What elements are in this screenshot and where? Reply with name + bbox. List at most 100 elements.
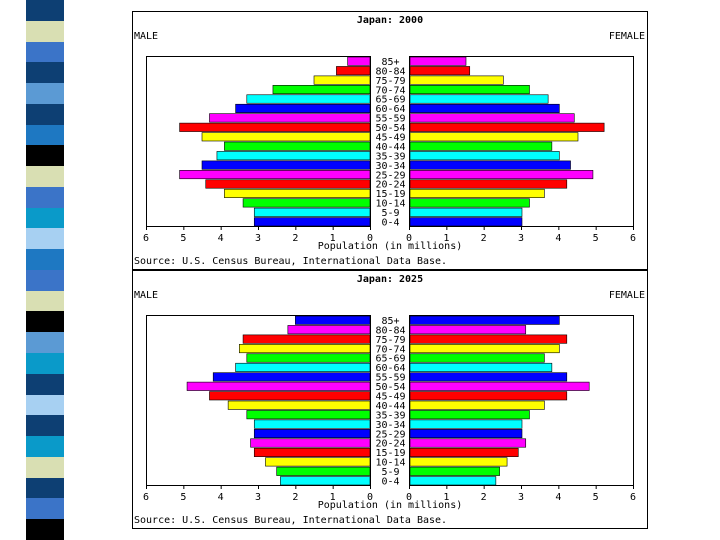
strip-block	[26, 103, 64, 125]
female-bar	[409, 419, 523, 429]
female-bar	[409, 362, 553, 372]
female-bar	[409, 381, 590, 391]
female-bar	[409, 217, 523, 227]
male-bar	[201, 160, 371, 170]
x-tick-label: 0	[367, 492, 373, 503]
female-bar	[409, 198, 530, 208]
female-bar	[409, 410, 530, 420]
age-group-label: 20-24	[375, 180, 405, 191]
male-bar	[201, 132, 371, 142]
x-axis-label: Population (in millions)	[317, 241, 463, 252]
male-bar	[209, 391, 371, 401]
strip-block	[26, 145, 64, 167]
male-bar	[280, 476, 371, 486]
male-bar	[224, 188, 371, 198]
x-tick-label: 4	[218, 233, 224, 244]
pyramid-chart-2025: 85+80-8475-7970-7465-6960-6455-5950-5445…	[143, 315, 636, 503]
strip-block	[26, 228, 64, 250]
female-bar	[409, 75, 504, 85]
x-tick-label: 2	[481, 492, 487, 503]
female-bar	[409, 400, 545, 410]
x-tick-label: 2	[292, 233, 298, 244]
female-bar	[409, 188, 545, 198]
male-bar	[216, 151, 371, 161]
male-bar	[179, 122, 371, 132]
age-group-label: 15-19	[375, 448, 405, 459]
female-bar	[409, 391, 568, 401]
x-tick-label: 3	[255, 492, 261, 503]
age-group-label: 45-49	[375, 133, 405, 144]
male-bar	[295, 315, 371, 325]
male-bar	[186, 381, 371, 391]
female-bar	[409, 353, 545, 363]
female-bar	[409, 207, 523, 217]
male-bar	[209, 113, 371, 123]
x-tick-label: 4	[555, 492, 561, 503]
female-bar	[409, 113, 575, 123]
male-bar	[212, 372, 371, 382]
female-label: FEMALE	[608, 31, 645, 42]
male-bar	[179, 170, 371, 180]
x-tick-label: 1	[330, 492, 336, 503]
female-bar	[409, 94, 549, 104]
male-label: MALE	[134, 290, 159, 301]
age-group-label: 20-24	[375, 439, 405, 450]
age-group-label: 15-19	[375, 189, 405, 200]
strip-block	[26, 207, 64, 229]
age-group-label: 25-29	[375, 170, 405, 181]
female-bar	[409, 344, 560, 354]
age-group-label: 85+	[381, 57, 399, 68]
strip-block	[26, 498, 64, 520]
age-group-label: 25-29	[375, 429, 405, 440]
age-group-label: 35-39	[375, 410, 405, 421]
strip-block	[26, 186, 64, 208]
x-tick-label: 0	[406, 492, 412, 503]
age-group-label: 30-34	[375, 161, 405, 172]
male-bar	[242, 334, 371, 344]
age-group-label: 75-79	[375, 335, 405, 346]
source-note: Source: U.S. Census Bureau, Internationa…	[134, 515, 448, 526]
female-bar	[409, 141, 553, 151]
female-bar	[409, 438, 527, 448]
female-bar	[409, 447, 519, 457]
source-note: Source: U.S. Census Bureau, Internationa…	[134, 256, 448, 267]
male-bar	[235, 362, 371, 372]
strip-block	[26, 83, 64, 104]
x-tick-label: 0	[406, 233, 412, 244]
x-tick-label: 6	[143, 492, 149, 503]
age-group-label: 60-64	[375, 363, 405, 374]
male-bar	[336, 66, 371, 76]
age-group-label: 70-74	[375, 85, 405, 96]
pyramid-chart-2000: 85+80-8475-7970-7465-6960-6455-5950-5445…	[143, 56, 636, 244]
x-tick-label: 1	[330, 233, 336, 244]
chart-title: Japan: 2000	[356, 15, 424, 26]
female-bar	[409, 179, 568, 189]
x-tick-label: 2	[481, 233, 487, 244]
female-bar	[409, 56, 467, 66]
male-bar	[235, 103, 371, 113]
x-tick-label: 0	[367, 233, 373, 244]
strip-block	[26, 62, 64, 84]
male-bar	[276, 466, 371, 476]
female-bar	[409, 325, 527, 335]
x-tick-label: 1	[443, 233, 449, 244]
x-tick-label: 3	[255, 233, 261, 244]
male-bar	[253, 419, 371, 429]
strip-block	[26, 269, 64, 291]
male-bar	[205, 179, 371, 189]
strip-block	[26, 415, 64, 437]
x-tick-label: 5	[593, 492, 599, 503]
x-tick-label: 5	[593, 233, 599, 244]
strip-block	[26, 456, 64, 478]
x-tick-label: 6	[630, 233, 636, 244]
x-tick-label: 5	[180, 492, 186, 503]
female-bar	[409, 429, 523, 439]
female-bar	[409, 476, 497, 486]
male-bar	[253, 217, 371, 227]
male-bar	[253, 447, 371, 457]
age-group-label: 50-54	[375, 123, 405, 134]
male-bar	[239, 344, 371, 354]
age-group-label: 10-14	[375, 199, 405, 210]
male-bar	[287, 325, 371, 335]
female-bar	[409, 334, 568, 344]
